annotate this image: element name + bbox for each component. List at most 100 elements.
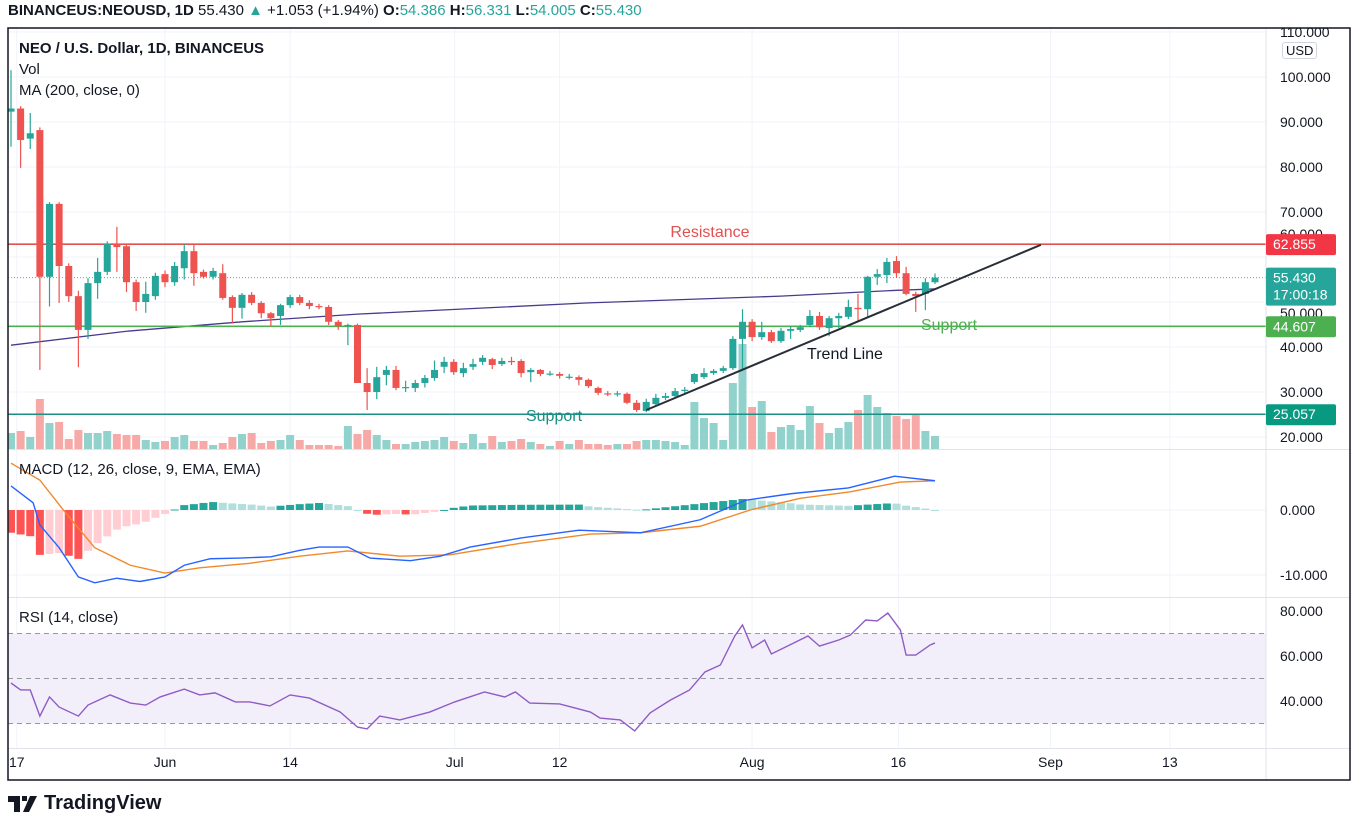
candle-body: [17, 108, 25, 140]
candle-body: [546, 373, 554, 375]
candle-body: [209, 270, 217, 277]
price-axis-label: 80.000: [1280, 159, 1323, 175]
price-axis-label: 30.000: [1280, 384, 1323, 400]
macd-histogram-bar: [401, 510, 410, 515]
volume-bar: [911, 414, 920, 449]
macd-histogram-bar: [546, 504, 554, 510]
candle: [46, 202, 53, 307]
macd-histogram-bar: [411, 510, 420, 515]
volume-bar: [372, 435, 381, 449]
low-label: L:: [515, 2, 530, 19]
volume-bar: [132, 435, 141, 449]
candle-body: [123, 246, 130, 283]
candle-body: [613, 393, 621, 395]
macd-histogram-bar: [189, 504, 198, 510]
macd-histogram-bar: [690, 504, 699, 510]
candle-body: [508, 360, 515, 363]
volume-bar: [786, 425, 795, 449]
support-upper-price-tag-bg: [1266, 316, 1336, 338]
macd-histogram-bar: [45, 510, 54, 554]
candle: [248, 292, 256, 306]
volume-bar: [26, 437, 35, 449]
volume-bar: [497, 442, 506, 449]
candle: [228, 295, 236, 324]
candle-body: [671, 391, 679, 397]
volume-bar: [469, 434, 477, 449]
macd-histogram-bar: [892, 503, 901, 510]
candle: [161, 270, 169, 288]
candle-body: [662, 396, 669, 398]
candle: [700, 368, 708, 379]
macd-histogram-bar: [238, 504, 246, 510]
candle: [710, 369, 718, 375]
candle-body: [517, 360, 525, 374]
volume-bar: [449, 441, 458, 449]
candle-body: [296, 297, 304, 303]
ma-legend[interactable]: MA (200, close, 0): [19, 82, 140, 99]
candle: [132, 279, 140, 311]
volume-bar: [825, 433, 834, 449]
candle-body: [844, 306, 852, 317]
volume-bar: [863, 395, 872, 449]
candle: [421, 374, 429, 388]
candle-body: [382, 369, 390, 375]
macd-histogram-bar: [815, 505, 824, 510]
volume-bar: [651, 440, 660, 449]
volume-bar: [536, 444, 545, 449]
macd-histogram-bar: [372, 510, 381, 515]
trend-line-label: Trend Line: [807, 346, 883, 363]
candle-body: [334, 321, 342, 326]
volume-bar: [488, 436, 497, 449]
candle-body: [700, 373, 708, 378]
macd-histogram-bar: [719, 501, 728, 510]
volume-bar: [305, 445, 314, 449]
candle-body: [46, 203, 53, 277]
tradingview-logo[interactable]: TradingView: [8, 792, 161, 815]
candle: [190, 243, 198, 286]
volume-bar: [315, 445, 323, 449]
volume-bar: [401, 444, 410, 449]
macd-line: [10, 475, 936, 584]
candle-body: [65, 266, 73, 297]
volume-legend[interactable]: Vol: [19, 61, 40, 78]
support-lower-price-tag-text: 25.057: [1273, 406, 1316, 422]
candle-body: [354, 324, 361, 383]
candle-body: [690, 374, 698, 383]
candle: [556, 372, 564, 379]
macd-histogram-bar: [55, 510, 64, 554]
rsi-legend[interactable]: RSI (14, close): [19, 609, 119, 626]
macd-histogram-bar: [497, 505, 506, 510]
candle: [26, 113, 34, 149]
candle-body: [719, 368, 727, 371]
volume-bar: [35, 399, 44, 449]
candle-body: [8, 108, 15, 112]
candle: [498, 357, 506, 366]
candle-body: [681, 389, 689, 391]
currency-badge[interactable]: USD: [1282, 42, 1318, 59]
macd-legend[interactable]: MACD (12, 26, close, 9, EMA, EMA): [19, 461, 261, 478]
volume-bar: [767, 432, 776, 449]
macd-histogram-bar: [632, 509, 641, 511]
candle: [479, 355, 487, 365]
volume-bar: [854, 410, 862, 449]
candle-body: [796, 327, 804, 330]
candle-body: [344, 324, 352, 327]
candle-body: [767, 332, 775, 342]
macd-histogram-bar: [507, 504, 516, 510]
candle-body: [527, 369, 535, 373]
up-arrow-icon: ▲: [248, 2, 263, 19]
candle-body: [180, 251, 188, 269]
high-value: 56.331: [465, 2, 512, 19]
candle-body: [729, 338, 737, 369]
candle: [758, 321, 766, 340]
macd-histogram-bar: [382, 510, 391, 515]
chart-title: NEO / U.S. Dollar, 1D, BINANCEUS: [19, 40, 265, 57]
macd-histogram-bar: [902, 505, 911, 510]
candle-body: [402, 387, 410, 389]
volume-bar: [603, 445, 612, 449]
candle: [209, 267, 217, 280]
volume-bar: [55, 422, 64, 449]
candle-body: [373, 377, 381, 392]
macd-histogram-bar: [661, 507, 670, 510]
